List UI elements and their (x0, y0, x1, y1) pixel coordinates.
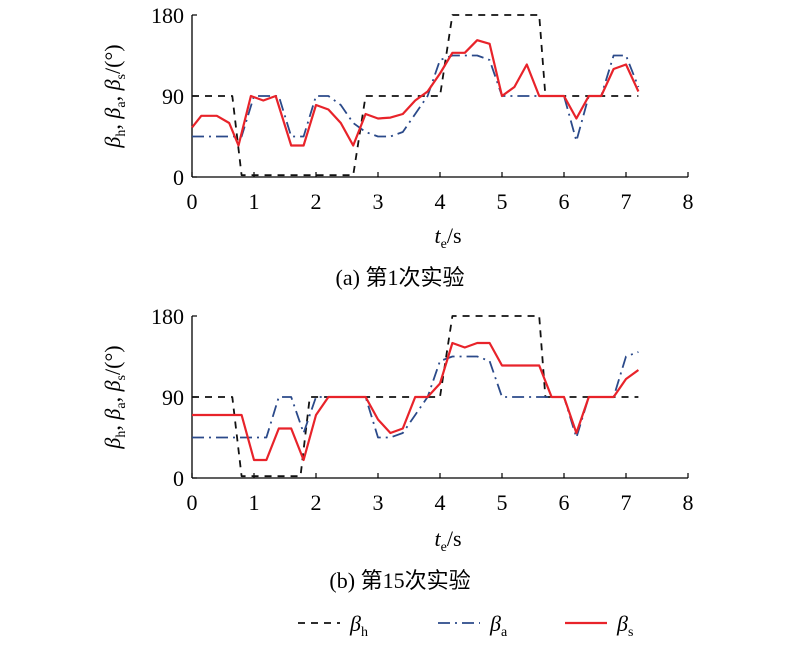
x-axis-label: te/s (434, 223, 461, 252)
x-tick-label: 0 (187, 189, 198, 214)
series-line-beta-s (192, 341, 640, 462)
y-axis-label: βh, βa, βs/(°) (100, 44, 129, 148)
x-tick-label: 8 (683, 189, 694, 214)
x-tick-label: 3 (373, 490, 384, 515)
y-axis-label-group: βh, βa, βs/(°) (100, 345, 129, 449)
x-tick-label: 1 (249, 189, 260, 214)
series-line-beta-h (192, 315, 639, 478)
panel-a: 0 1 2 3 4 5 6 7 8 0 90 180 te/s βh, βa, βs/(°) (a) 第1次… (100, 3, 694, 290)
y-tick-label: 180 (151, 304, 184, 329)
series-line-beta-a (192, 351, 639, 439)
x-axis-label: te/s (434, 526, 461, 555)
x-tick-label: 0 (187, 490, 198, 515)
legend: βh βa βs (298, 611, 633, 640)
x-tick-label: 6 (559, 490, 570, 515)
x-tick-label: 5 (497, 490, 508, 515)
x-tick-label: 4 (435, 189, 446, 214)
y-axis-label-group: βh, βa, βs/(°) (100, 44, 129, 148)
y-tick-label: 0 (173, 165, 184, 190)
panel-caption: (a) 第1次实验 (336, 265, 465, 290)
panel-caption: (b) 第15次实验 (329, 568, 470, 593)
x-tick-label: 4 (435, 490, 446, 515)
y-tick-label: 180 (151, 3, 184, 28)
legend-label-beta-a: βa (489, 611, 508, 640)
x-tick-label: 5 (497, 189, 508, 214)
x-tick-label: 1 (249, 490, 260, 515)
x-tick-label: 2 (311, 189, 322, 214)
x-tick-label: 6 (559, 189, 570, 214)
x-tick-label: 3 (373, 189, 384, 214)
y-tick-label: 0 (173, 466, 184, 491)
y-axis-label: βh, βa, βs/(°) (100, 345, 129, 449)
y-tick-label: 90 (162, 84, 184, 109)
legend-label-beta-h: βh (349, 611, 368, 640)
x-tick-label: 7 (621, 189, 632, 214)
panel-b: 0 1 2 3 4 5 6 7 8 0 90 180 te/s βh, βa, βs/(°) (b) 第15… (100, 304, 694, 593)
series-line-beta-a (192, 54, 640, 142)
x-tick-label: 2 (311, 490, 322, 515)
legend-label-beta-s: βs (616, 611, 633, 640)
series-line-beta-s (191, 39, 640, 147)
x-tick-label: 7 (621, 490, 632, 515)
x-tick-label: 8 (683, 490, 694, 515)
y-tick-label: 90 (162, 385, 184, 410)
